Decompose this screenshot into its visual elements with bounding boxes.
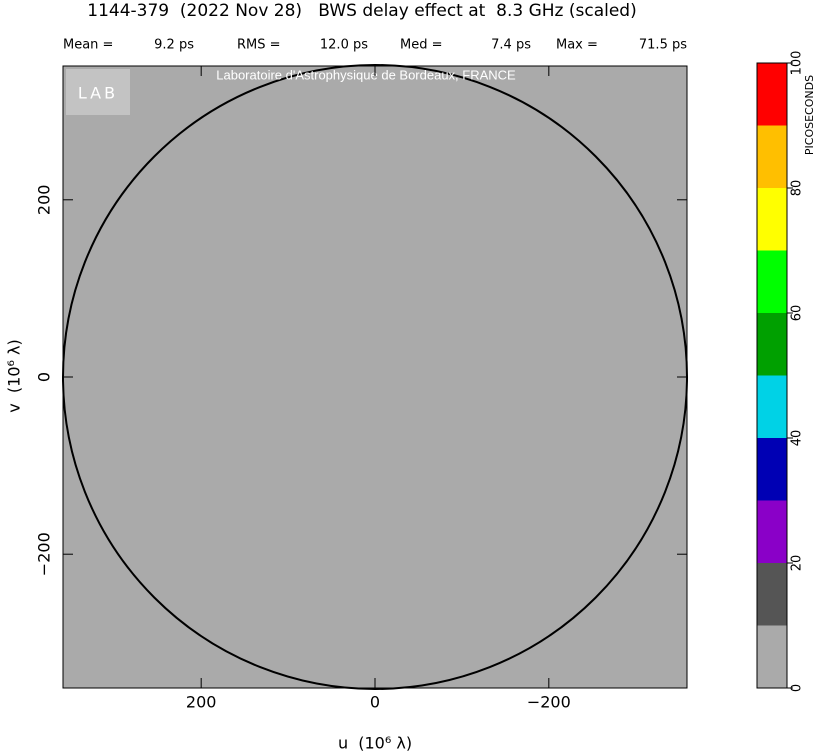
- y-tick-label: 200: [35, 185, 54, 216]
- y-axis-label: v (10⁶ λ): [5, 339, 24, 412]
- y-tick-label: −200: [35, 532, 54, 576]
- colorbar-segment: [757, 188, 787, 251]
- colorbar-tick-label: 40: [790, 430, 805, 447]
- stat-name: RMS =: [237, 38, 281, 53]
- logo: LAB: [78, 84, 118, 103]
- stat-value: 12.0 ps: [320, 38, 368, 53]
- colorbar-tick-label: 100: [790, 51, 805, 76]
- colorbar-frame: [756, 62, 788, 689]
- colorbar-label: PICOSECONDS: [803, 75, 815, 155]
- x-tick-label: 0: [370, 693, 380, 712]
- colorbar-segment: [757, 625, 787, 688]
- x-axis-label: u (10⁶ λ): [338, 734, 412, 753]
- stat-name: Med =: [400, 38, 443, 53]
- colorbar-tick-label: 80: [790, 180, 805, 197]
- stat-value: 71.5 ps: [639, 38, 687, 53]
- colorbar-segment: [757, 125, 787, 188]
- watermark: Laboratoire d'Astrophysique de Bordeaux,…: [216, 67, 516, 82]
- colorbar-tick-label: 60: [790, 305, 805, 322]
- x-tick-label: −200: [527, 693, 571, 712]
- colorbar-segment: [757, 250, 787, 313]
- colorbar-tick-label: 20: [790, 555, 805, 572]
- colorbar-segment: [757, 63, 787, 126]
- x-tick-label: 200: [186, 693, 217, 712]
- chart-title: 1144-379 (2022 Nov 28) BWS delay effect …: [87, 1, 636, 21]
- stat-name: Mean =: [63, 38, 113, 53]
- stat-value: 9.2 ps: [154, 38, 194, 53]
- stat-name: Max =: [556, 38, 598, 53]
- colorbar-segment: [757, 375, 787, 438]
- colorbar-segment: [757, 438, 787, 501]
- stat-value: 7.4 ps: [491, 38, 531, 53]
- logo-box: [66, 69, 130, 115]
- colorbar-segment: [757, 563, 787, 626]
- plot-field: [63, 66, 687, 688]
- y-tick-label: 0: [35, 372, 54, 382]
- colorbar-tick-label: 0: [790, 684, 805, 692]
- colorbar-segment: [757, 500, 787, 563]
- colorbar-segment: [757, 313, 787, 376]
